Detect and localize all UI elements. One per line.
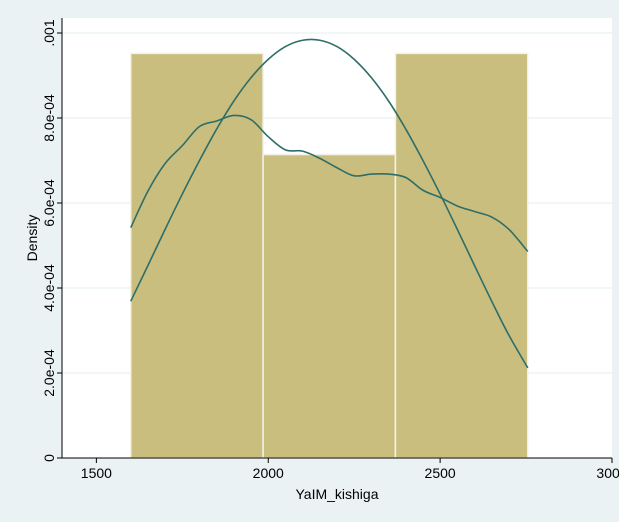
x-tick-label: 2000 bbox=[253, 465, 284, 481]
histogram-bar-1 bbox=[130, 52, 264, 459]
histogram-bar-2 bbox=[262, 153, 397, 459]
y-axis-ticks: 0 2.0e-04 4.0e-04 6.0e-04 8.0e-04 .001 bbox=[41, 19, 62, 462]
y-axis-title: Density bbox=[24, 215, 40, 262]
y-tick-label: .001 bbox=[41, 19, 57, 46]
y-tick-label: 0 bbox=[41, 454, 57, 462]
normal-density-curve bbox=[130, 38, 529, 369]
histogram-bars bbox=[130, 52, 529, 459]
y-tick-label: 2.0e-04 bbox=[41, 349, 57, 397]
histogram-bar-3 bbox=[394, 52, 529, 459]
y-tick-label: 6.0e-04 bbox=[41, 179, 57, 227]
x-tick-label: 1500 bbox=[81, 465, 112, 481]
x-axis-title: YaIM_kishiga bbox=[295, 486, 378, 502]
x-tick-label: 2500 bbox=[425, 465, 456, 481]
kernel-density-curve bbox=[130, 114, 529, 252]
y-tick-label: 8.0e-04 bbox=[41, 94, 57, 142]
density-curves bbox=[130, 38, 529, 369]
y-tick-label: 4.0e-04 bbox=[41, 264, 57, 312]
axes bbox=[61, 18, 612, 459]
